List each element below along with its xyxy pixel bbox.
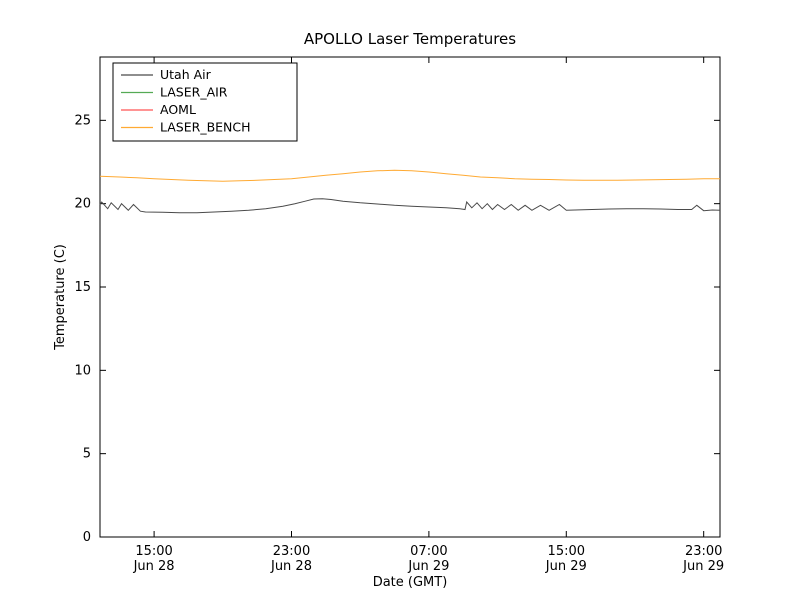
legend-label-utah-air: Utah Air <box>160 67 212 82</box>
x-tick-sublabel: Jun 29 <box>545 559 587 574</box>
series-line-utah-air <box>99 198 721 214</box>
chart-title: APOLLO Laser Temperatures <box>304 30 516 48</box>
x-tick-sublabel: Jun 28 <box>270 559 312 574</box>
legend: Utah Air LASER_AIR AOML LASER_BENCH <box>112 62 298 142</box>
y-tick-label: 0 <box>83 530 91 545</box>
y-tick-label: 20 <box>74 197 91 212</box>
legend-label-laser-bench: LASER_BENCH <box>160 120 251 135</box>
series-line-laser-bench <box>99 169 720 182</box>
x-tick-label: 23:00 <box>685 544 722 559</box>
y-tick-label: 25 <box>74 113 91 128</box>
y-axis-label: Temperature (C) <box>53 244 68 351</box>
legend-label-aoml: AOML <box>160 102 196 117</box>
y-tick-label: 5 <box>83 447 91 462</box>
x-tick-sublabel: Jun 29 <box>682 559 724 574</box>
x-tick-label: 23:00 <box>273 544 310 559</box>
x-tick-sublabel: Jun 28 <box>133 559 175 574</box>
data-series <box>99 169 721 214</box>
y-tick-label: 15 <box>74 280 91 295</box>
x-axis-label: Date (GMT) <box>373 575 448 590</box>
x-tick-label: 15:00 <box>135 544 172 559</box>
y-tick-label: 10 <box>74 363 91 378</box>
legend-label-laser-air: LASER_AIR <box>160 85 228 100</box>
x-tick-label: 07:00 <box>410 544 447 559</box>
x-tick-sublabel: Jun 29 <box>407 559 449 574</box>
x-tick-label: 15:00 <box>548 544 585 559</box>
